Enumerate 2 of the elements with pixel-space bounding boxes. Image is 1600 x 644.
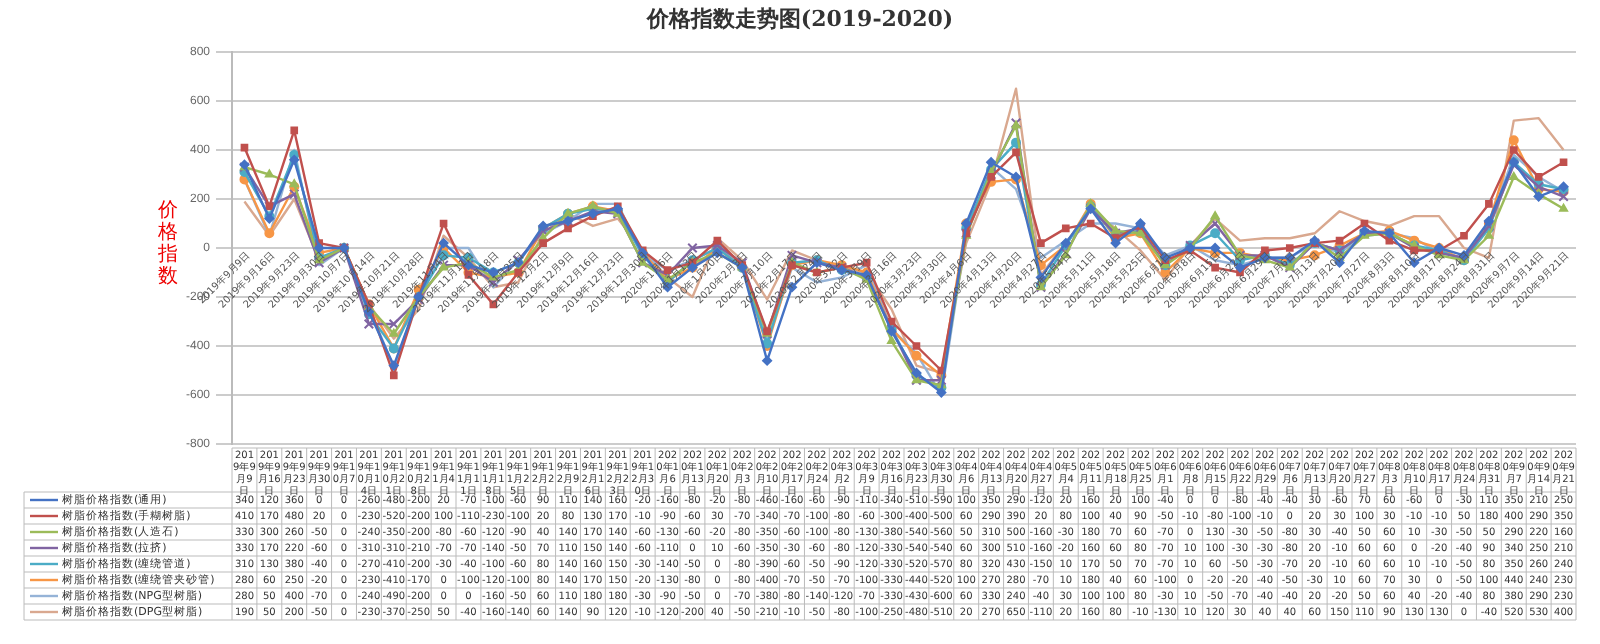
chart-title: 价格指数走势图(2019-2020) <box>644 4 956 34</box>
y-axis-title: 价格指数 <box>156 200 180 288</box>
